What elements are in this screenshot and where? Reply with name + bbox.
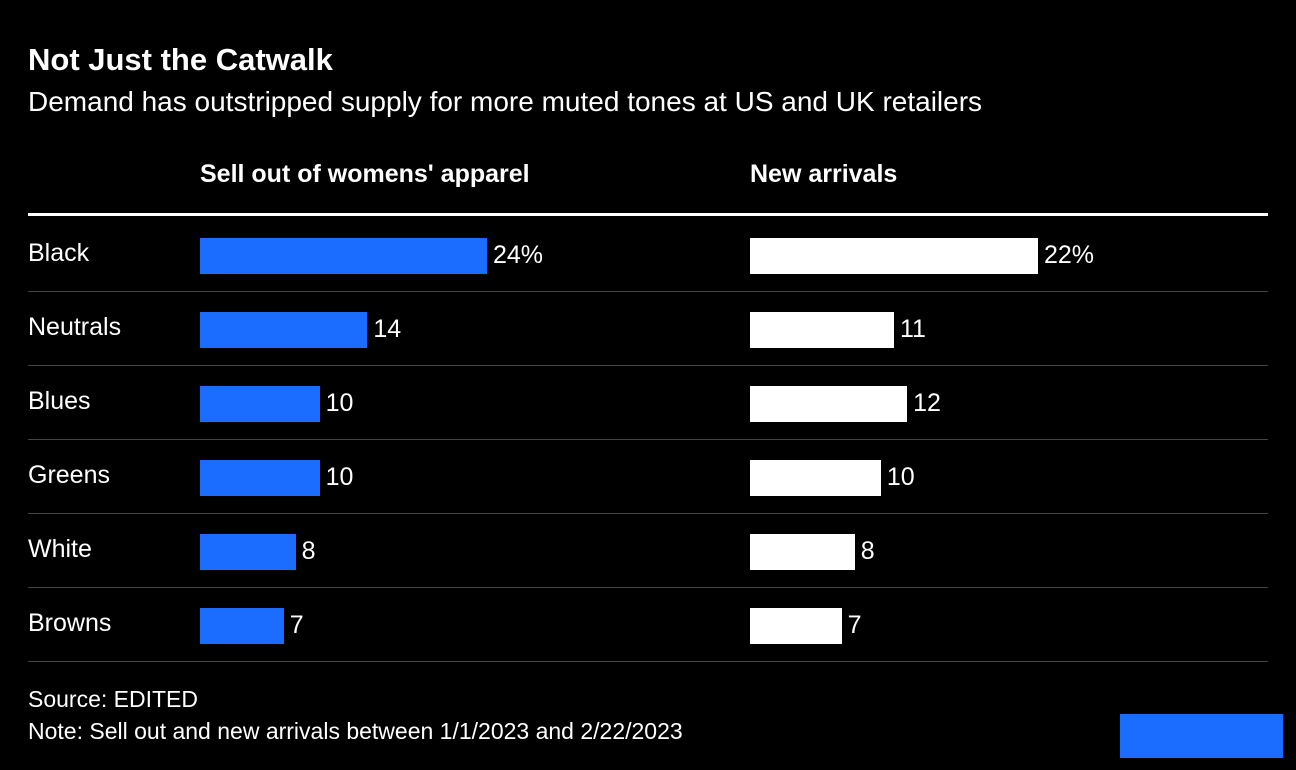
data-label: 10	[325, 463, 354, 491]
panel-title-new-arrivals: New arrivals	[750, 160, 898, 188]
source-text: Source: EDITED	[28, 686, 198, 712]
row-separator	[28, 291, 1268, 292]
data-label: 10	[886, 463, 915, 491]
bloomberg-logo	[1120, 714, 1283, 758]
category-label: Blues	[28, 387, 91, 415]
data-label: 7	[847, 611, 862, 639]
category-label: White	[28, 535, 92, 563]
data-label: 7	[289, 611, 304, 639]
bar	[200, 312, 368, 348]
bar	[750, 312, 894, 348]
category-label: Browns	[28, 609, 112, 637]
data-label: 11	[900, 315, 926, 343]
category-label: Greens	[28, 461, 110, 489]
bar	[200, 460, 320, 496]
header-rule	[28, 213, 1268, 216]
row-separator	[28, 513, 1268, 514]
row-separator	[28, 439, 1268, 440]
category-label: Neutrals	[28, 313, 122, 341]
data-label: 24%	[493, 241, 544, 269]
data-label: 12	[913, 389, 941, 417]
chart-title: Not Just the Catwalk	[28, 42, 333, 77]
chart-subtitle: Demand has outstripped supply for more m…	[28, 86, 983, 117]
data-label: 22%	[1044, 241, 1095, 269]
row-separator	[28, 661, 1268, 662]
row-separator	[28, 365, 1268, 366]
data-label: 14	[373, 315, 402, 343]
bar	[750, 460, 881, 496]
bar	[200, 534, 296, 570]
data-label: 10	[325, 389, 354, 417]
data-label: 8	[301, 537, 316, 565]
bar	[200, 238, 487, 274]
bar	[750, 608, 842, 644]
panel-title-sell-out: Sell out of womens' apparel	[200, 160, 530, 188]
bar	[200, 386, 320, 422]
category-label: Black	[28, 239, 90, 267]
bar	[200, 608, 284, 644]
note-text: Note: Sell out and new arrivals between …	[28, 718, 683, 744]
data-label: 8	[860, 537, 875, 565]
bar	[750, 238, 1038, 274]
bar	[750, 534, 855, 570]
row-separator	[28, 587, 1268, 588]
bar	[750, 386, 908, 422]
